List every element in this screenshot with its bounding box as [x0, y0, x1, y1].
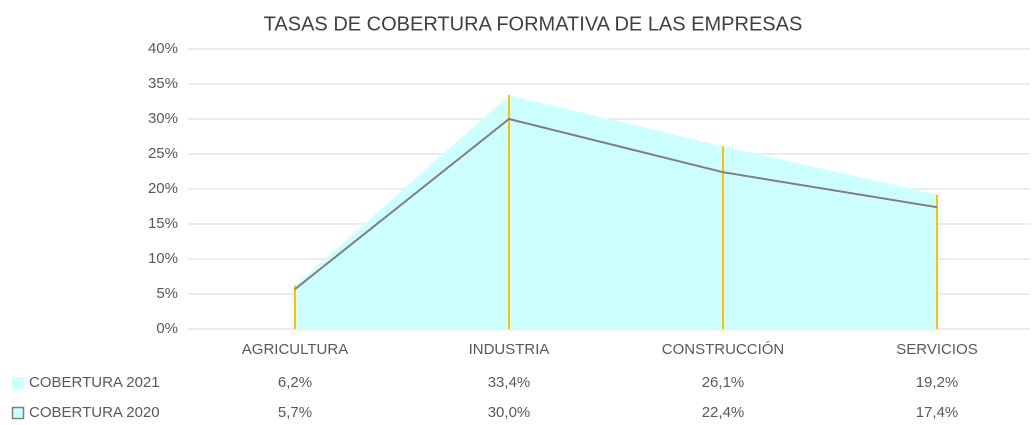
y-tick-label: 0%: [156, 320, 178, 337]
data-table-value: 17,4%: [916, 404, 959, 421]
legend-swatch: [11, 406, 25, 420]
y-tick-label: 20%: [148, 180, 178, 197]
y-tick-label: 25%: [148, 145, 178, 162]
legend-label: COBERTURA 2021: [29, 374, 160, 391]
area: [295, 95, 937, 329]
x-tick-label: AGRICULTURA: [242, 341, 348, 358]
data-table-value: 22,4%: [702, 404, 745, 421]
y-tick-label: 30%: [148, 110, 178, 127]
chart-title: TASAS DE COBERTURA FORMATIVA DE LAS EMPR…: [264, 13, 803, 35]
x-tick-label: SERVICIOS: [896, 341, 977, 358]
y-tick-label: 15%: [148, 215, 178, 232]
data-table-value: 26,1%: [702, 374, 745, 391]
legend-label: COBERTURA 2020: [29, 404, 160, 421]
y-tick-label: 40%: [148, 40, 178, 57]
x-tick-label: INDUSTRIA: [469, 341, 550, 358]
x-tick-label: CONSTRUCCIÓN: [662, 341, 785, 358]
legend-swatch: [12, 377, 24, 389]
y-tick-label: 5%: [156, 285, 178, 302]
data-table-value: 30,0%: [488, 404, 531, 421]
y-tick-label: 35%: [148, 75, 178, 92]
data-table-value: 19,2%: [916, 374, 959, 391]
line: [294, 117, 938, 290]
y-tick-label: 10%: [148, 250, 178, 267]
data-table-value: 6,2%: [278, 374, 312, 391]
data-table-value: 5,7%: [278, 404, 312, 421]
data-table-value: 33,4%: [488, 374, 531, 391]
